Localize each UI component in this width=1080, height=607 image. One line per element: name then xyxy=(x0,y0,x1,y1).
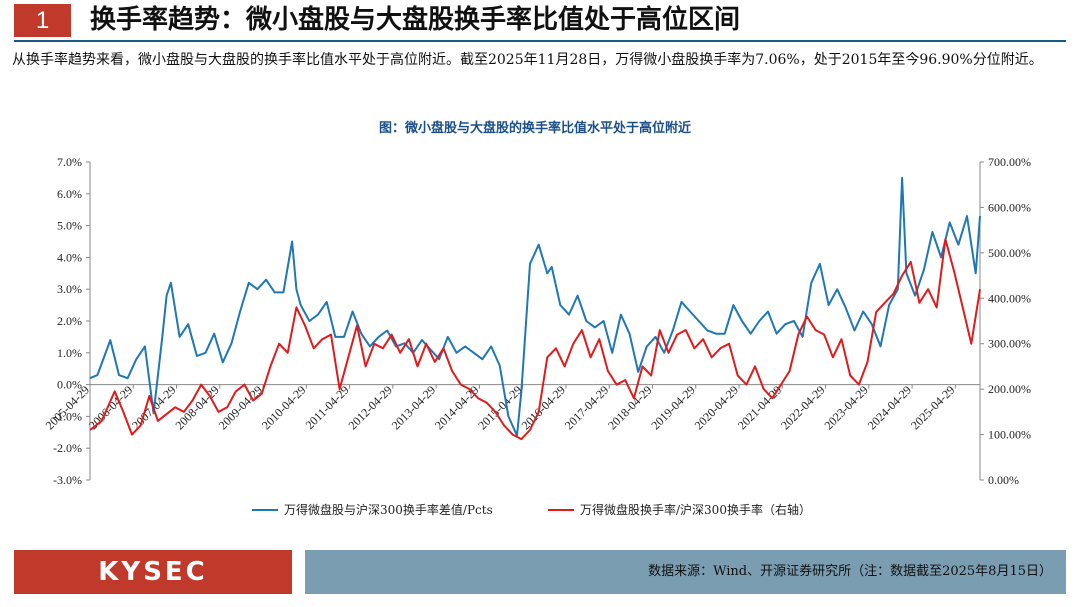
chart-title: 图：微小盘股与大盘股的换手率比值水平处于高位附近 xyxy=(379,120,691,136)
y-right-tick-label: 0.00% xyxy=(988,473,1019,487)
body-paragraph: 从换手率趋势来看，微小盘股与大盘股的换手率比值水平处于高位附近。截至2025年1… xyxy=(12,52,1043,68)
x-tick-label: 2022-04-29 xyxy=(778,383,827,432)
x-tick-label: 2013-04-29 xyxy=(389,383,438,432)
title-divider xyxy=(14,40,1066,42)
source-bar: 数据来源：Wind、开源证券研究所（注：数据截至2025年8月15日） xyxy=(305,550,1066,594)
y-left-tick-label: 3.0% xyxy=(57,282,82,296)
x-tick-label: 2020-04-29 xyxy=(692,383,741,432)
x-tick-label: 2011-04-29 xyxy=(303,383,352,432)
y-left-tick-label: 2.0% xyxy=(57,314,82,328)
y-right-tick-label: 300.00% xyxy=(988,337,1031,351)
legend-label-spread: 万得微盘股与沪深300换手率差值/Pcts xyxy=(284,502,493,517)
y-right-tick-label: 600.00% xyxy=(988,200,1031,214)
y-left-tick-label: 1.0% xyxy=(57,346,82,360)
y-left-tick-label: -1.0% xyxy=(53,409,82,423)
x-tick-label: 2014-04-29 xyxy=(432,383,481,432)
legend-label-ratio: 万得微盘股换手率/沪深300换手率（右轴） xyxy=(580,502,811,517)
x-tick-label: 2019-04-29 xyxy=(648,383,697,432)
y-right-tick-label: 100.00% xyxy=(988,428,1031,442)
logo-bar: KYSEC xyxy=(14,550,292,594)
chart: 图：微小盘股与大盘股的换手率比值水平处于高位附近 -3.0% -2.0% -1.0%… xyxy=(43,120,1031,517)
series-line-spread xyxy=(89,176,981,437)
y-right-tick-label: 700.00% xyxy=(988,155,1031,169)
y-right-tick-label: 500.00% xyxy=(988,246,1031,260)
y-left-tick-label: 5.0% xyxy=(57,219,82,233)
x-tick-label: 2023-04-29 xyxy=(821,383,870,432)
y-right-tick-label: 400.00% xyxy=(988,291,1031,305)
chart-legend: 万得微盘股与沪深300换手率差值/Pcts 万得微盘股换手率/沪深300换手率（… xyxy=(252,502,811,517)
x-tick-label: 2024-04-29 xyxy=(865,383,914,432)
x-tick-label: 2010-04-29 xyxy=(259,383,308,432)
y-left-tick-label: 0.0% xyxy=(57,378,82,392)
y-left-tick-label: 4.0% xyxy=(57,250,82,264)
chart-series-group xyxy=(89,176,981,441)
slide-title: 换手率趋势：微小盘股与大盘股换手率比值处于高位区间 xyxy=(90,5,741,35)
footer: KYSEC 数据来源：Wind、开源证券研究所（注：数据截至2025年8月15日… xyxy=(0,550,1080,594)
x-tick-label: 2016-04-29 xyxy=(519,383,568,432)
y-left-tick-label: 6.0% xyxy=(57,187,82,201)
chart-axes: -3.0% -2.0% -1.0% 0.0% 1.0% 2.0% 3.0% 4.0% 5.0% 6… xyxy=(43,155,1031,487)
section-number: 1 xyxy=(14,4,71,37)
x-tick-label: 2009-04-29 xyxy=(216,383,265,432)
y-left-tick-label: 7.0% xyxy=(57,155,82,169)
x-tick-label: 2025-04-29 xyxy=(908,383,957,432)
data-source-note: 数据来源：Wind、开源证券研究所（注：数据截至2025年8月15日） xyxy=(648,564,1052,579)
header: 1 换手率趋势：微小盘股与大盘股换手率比值处于高位区间 xyxy=(0,0,1080,42)
y-right-tick-label: 200.00% xyxy=(988,382,1031,396)
y-left-tick-label: -3.0% xyxy=(53,473,82,487)
x-tick-label: 2017-04-29 xyxy=(562,383,611,432)
x-tick-label: 2012-04-29 xyxy=(345,383,394,432)
y-left-tick-label: -2.0% xyxy=(53,441,82,455)
company-logo: KYSEC xyxy=(98,557,208,587)
series-line-ratio xyxy=(89,238,981,441)
